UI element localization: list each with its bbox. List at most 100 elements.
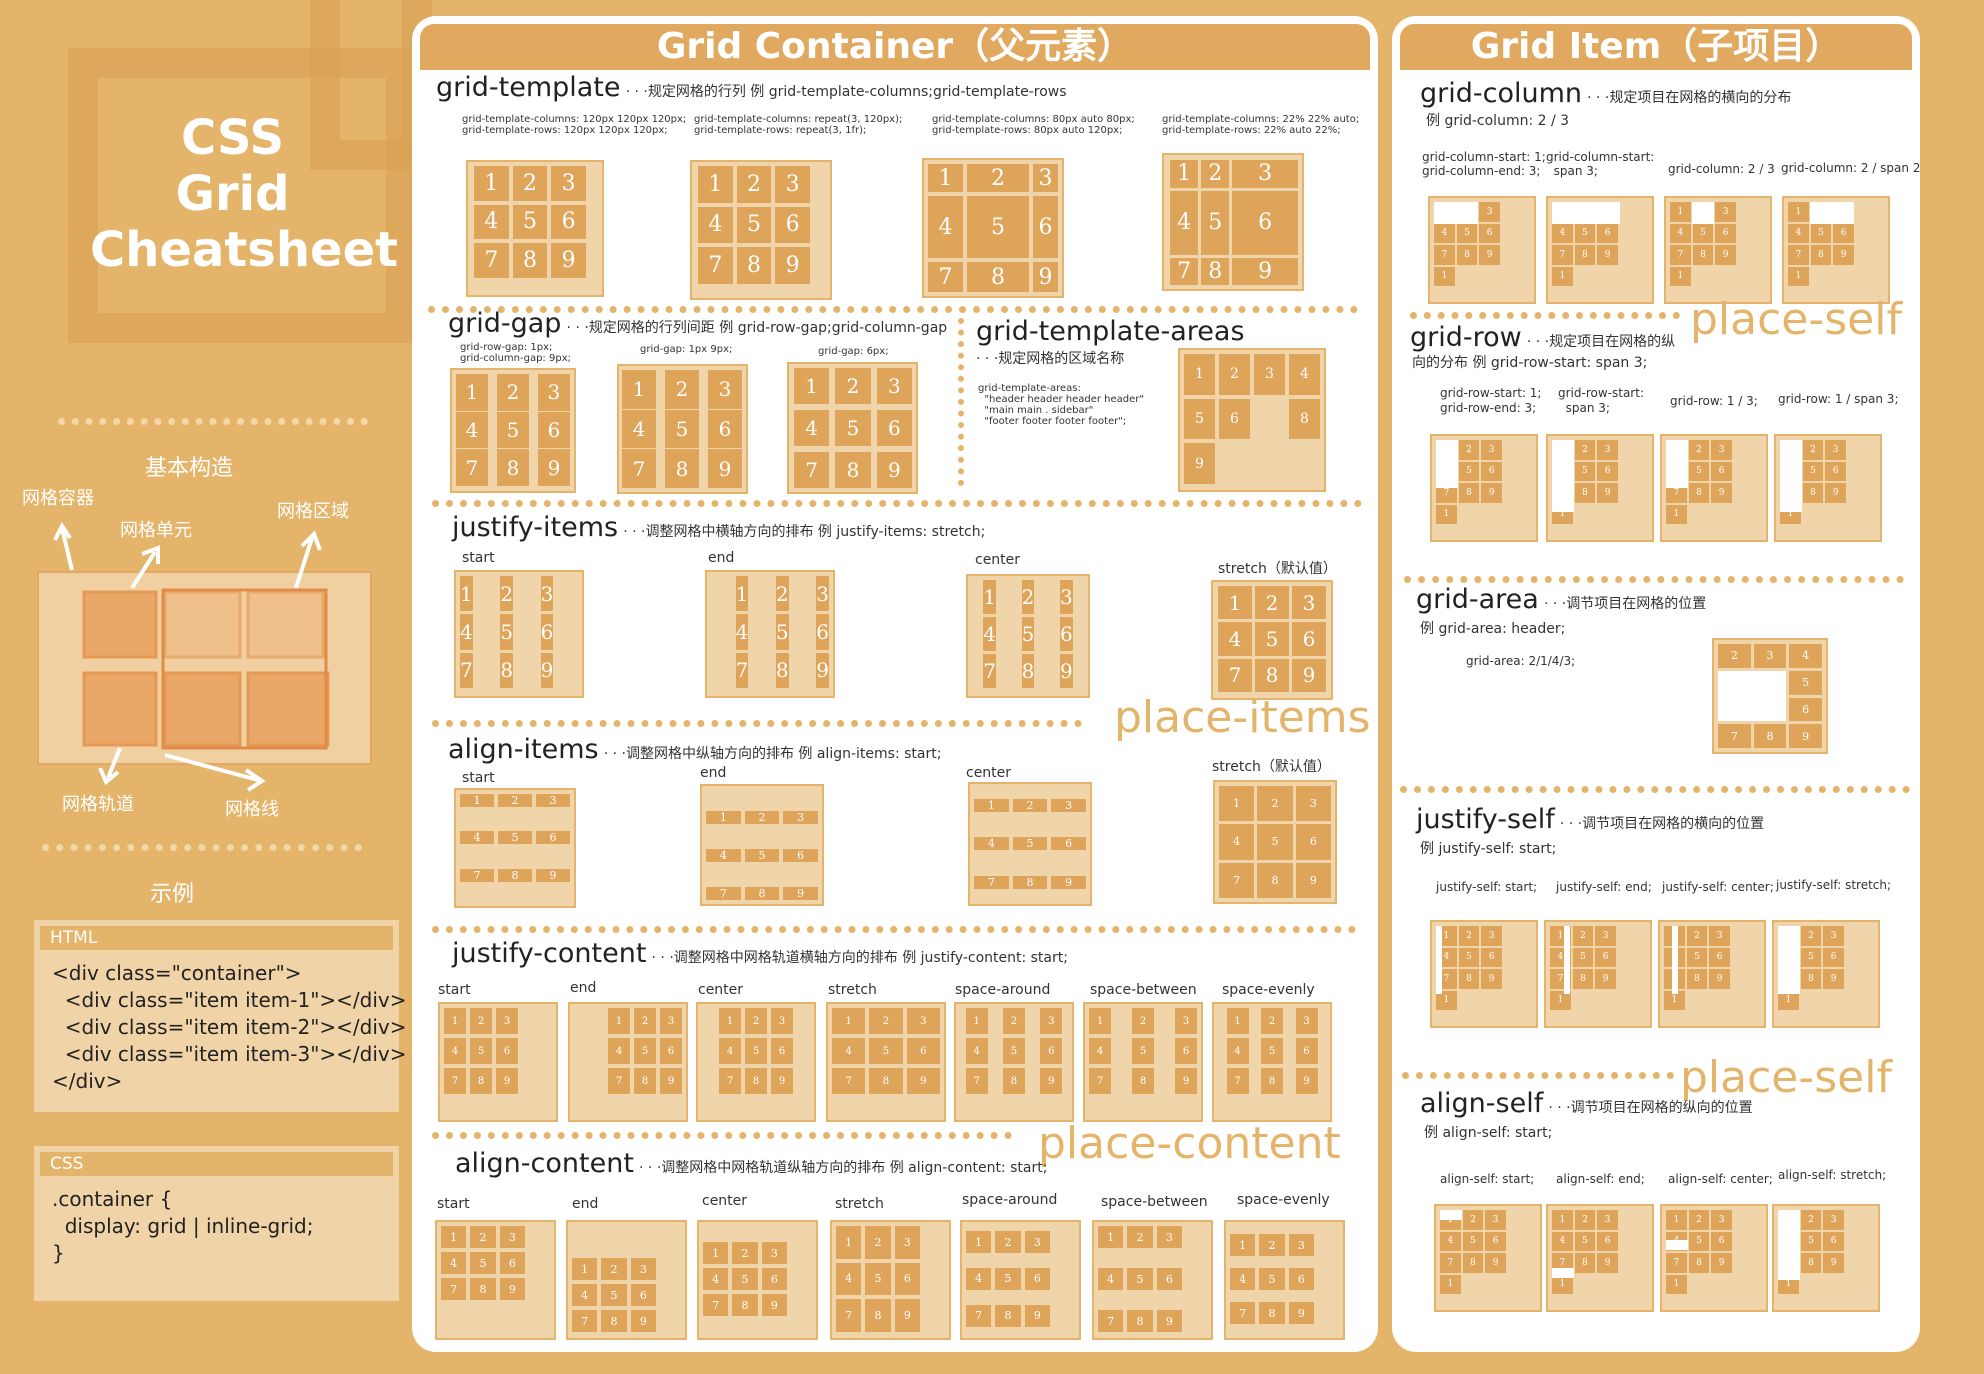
grid-item-highlight bbox=[1552, 1268, 1574, 1278]
grid-cell: 1 bbox=[735, 576, 749, 612]
grid-item-highlight bbox=[1780, 440, 1802, 512]
grid-cell: 3 bbox=[1597, 1210, 1618, 1230]
grid-cell: 6 bbox=[1597, 461, 1618, 481]
grid-cell: 1 bbox=[983, 580, 997, 614]
grid-cell: 4 bbox=[735, 614, 749, 650]
grid-cell: 8 bbox=[1692, 245, 1714, 265]
grid-cell: 5 bbox=[498, 831, 532, 845]
grid-cell: 4 bbox=[719, 1038, 741, 1064]
grid-cell: 2 bbox=[1458, 440, 1480, 460]
label-grid-line: 网格线 bbox=[225, 799, 279, 820]
grid-cell: 1 bbox=[456, 374, 488, 411]
grid-cell: 9 bbox=[1711, 1253, 1732, 1273]
property-desc-line2: 向的分布 例 grid-row-start: span 3; bbox=[1412, 355, 1648, 371]
grid-cell: 5 bbox=[1800, 947, 1822, 967]
grid-cell: 1 bbox=[706, 811, 741, 824]
grid-cell: 4 bbox=[1670, 223, 1691, 243]
grid-cell: 4 bbox=[622, 409, 656, 449]
grid-cell: 6 bbox=[816, 614, 829, 650]
grid-cell: 2 bbox=[1574, 440, 1596, 460]
caption: grid-area: 2/1/4/3; bbox=[1466, 654, 1576, 668]
example-box bbox=[566, 1220, 687, 1340]
label: stretch bbox=[835, 1196, 884, 1212]
grid-cell: 1 bbox=[441, 1226, 467, 1248]
grid-cell: 8 bbox=[1456, 245, 1478, 265]
grid-cell: 9 bbox=[1833, 245, 1854, 265]
example-text: 例 grid-area: header; bbox=[1420, 621, 1566, 637]
grid-cell: 2 bbox=[1201, 160, 1230, 188]
divider bbox=[1402, 1072, 1674, 1079]
grid-cell: 3 bbox=[1033, 164, 1058, 192]
grid-cell: 5 bbox=[634, 1038, 656, 1064]
grid-cell: 9 bbox=[761, 1294, 787, 1316]
grid-cell: 6 bbox=[906, 1038, 940, 1064]
grid-cell: 8 bbox=[744, 887, 780, 900]
grid-cell: 7 bbox=[1666, 1253, 1687, 1273]
grid-cell: 6 bbox=[1711, 1231, 1732, 1251]
grid-item-highlight bbox=[1440, 1210, 1462, 1220]
grid-cell: 1 bbox=[1670, 202, 1691, 222]
caption: justify-self: start; bbox=[1436, 880, 1538, 894]
divider bbox=[1404, 576, 1904, 583]
grid-cell: 5 bbox=[1127, 1268, 1153, 1290]
cheatsheet-title: CSS Grid Cheatsheet bbox=[90, 110, 398, 278]
grid-cell: 5 bbox=[1255, 622, 1289, 656]
grid-cell: 3 bbox=[1753, 644, 1787, 668]
grid-cell: 6 bbox=[1219, 398, 1250, 440]
grid-item-highlight bbox=[1436, 440, 1458, 488]
grid-cell: 7 bbox=[794, 452, 830, 488]
grid-cell: 1 bbox=[1788, 202, 1809, 222]
property-name: grid-area bbox=[1416, 584, 1539, 615]
grid-cell: 4 bbox=[456, 411, 488, 449]
grid-cell: 3 bbox=[1481, 440, 1502, 460]
grid-cell: 5 bbox=[470, 1252, 496, 1274]
grid-cell: 1 bbox=[474, 166, 509, 201]
grid-cell: 3 bbox=[906, 1008, 940, 1034]
grid-cell: 5 bbox=[1789, 670, 1822, 695]
grid-cell: 9 bbox=[1823, 969, 1844, 989]
grid-cell: 8 bbox=[736, 247, 772, 284]
grid-cell: 6 bbox=[1295, 824, 1331, 860]
caption: grid-row: 1 / span 3; bbox=[1778, 392, 1899, 406]
label: center bbox=[702, 1193, 748, 1209]
grid-cell: 2 bbox=[1802, 440, 1824, 460]
grid-cell: 2 bbox=[1462, 1210, 1484, 1230]
grid-cell: 8 bbox=[1458, 483, 1480, 503]
css-code-header: CSS bbox=[40, 1152, 393, 1176]
grid-cell: 9 bbox=[1292, 658, 1326, 692]
grid-cell: 8 bbox=[1800, 969, 1822, 989]
grid-cell: 8 bbox=[1688, 483, 1710, 503]
label: start bbox=[462, 770, 495, 786]
grid-cell: 1 bbox=[719, 1008, 741, 1034]
divider bbox=[432, 926, 1356, 933]
grid-cell: 1 bbox=[974, 798, 1009, 812]
divider bbox=[958, 318, 964, 486]
html-code-box: HTML <div class="container"> <div class=… bbox=[34, 920, 407, 1112]
css-code-box: CSS .container { display: grid | inline-… bbox=[34, 1146, 399, 1301]
caption: align-self: end; bbox=[1556, 1172, 1645, 1186]
grid-cell: 9 bbox=[816, 652, 829, 688]
grid-cell: 2 bbox=[869, 1008, 903, 1034]
grid-cell: 5 bbox=[745, 1038, 767, 1064]
property-name: grid-row bbox=[1410, 322, 1522, 353]
grid-cell: 1 bbox=[836, 1226, 862, 1259]
property-desc: · · ·规定网格的行列间距 例 grid-row-gap;grid-colum… bbox=[566, 320, 948, 336]
grid-cell: 6 bbox=[1175, 1038, 1197, 1064]
example-box bbox=[454, 570, 584, 698]
label: end bbox=[708, 550, 735, 566]
label: center bbox=[698, 982, 744, 998]
example-text: 例 grid-column: 2 / 3 bbox=[1426, 113, 1570, 129]
caption: grid-gap: 1px 9px; bbox=[640, 344, 733, 355]
grid-cell: 1 bbox=[1666, 504, 1687, 524]
section-grid-area: grid-area · · ·调节项目在网格的位置 bbox=[1416, 584, 1706, 615]
grid-cell: 8 bbox=[732, 1294, 758, 1316]
grid-cell: 4 bbox=[1219, 824, 1255, 860]
grid-cell: 7 bbox=[719, 1068, 741, 1094]
